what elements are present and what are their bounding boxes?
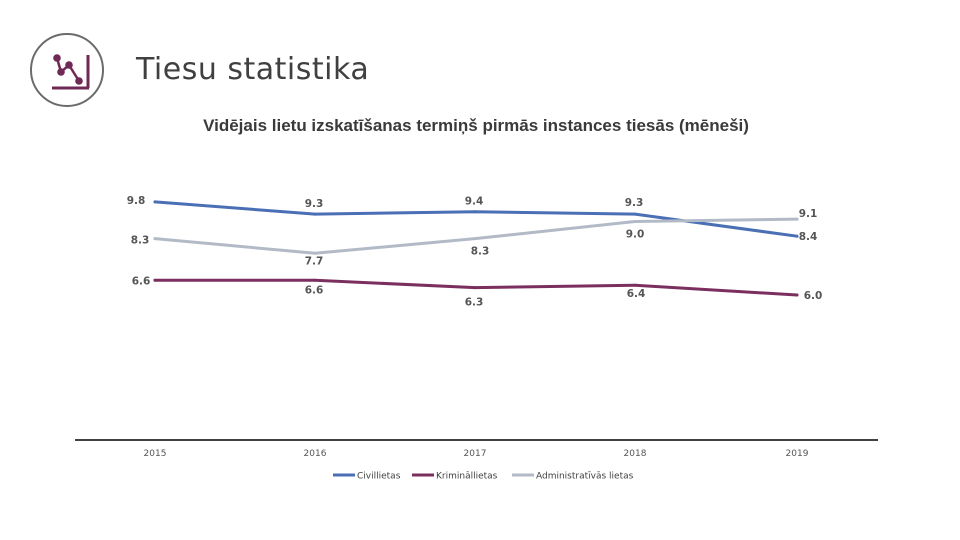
data-label: 9.8 <box>127 195 146 207</box>
data-point <box>313 278 317 282</box>
data-point <box>633 220 637 223</box>
data-label: 6.0 <box>804 290 823 302</box>
legend-label: Civillietas <box>357 472 401 482</box>
data-label: 8.3 <box>131 235 150 247</box>
data-point <box>795 217 799 221</box>
x-tick-label: 2019 <box>786 449 809 459</box>
data-label: 9.4 <box>465 196 484 208</box>
data-label: 6.3 <box>465 297 484 309</box>
legend-label: Administratīvās lietas <box>536 472 634 482</box>
data-label: 6.6 <box>132 275 151 287</box>
chart-line-icon <box>52 54 90 90</box>
data-label: 9.0 <box>626 229 645 241</box>
x-tick-label: 2015 <box>144 449 167 459</box>
data-label: 7.7 <box>305 255 324 267</box>
data-point <box>795 293 799 297</box>
data-point <box>153 200 157 204</box>
data-label: 8.4 <box>799 231 818 243</box>
data-label: 8.3 <box>471 246 490 258</box>
data-label: 9.3 <box>625 197 644 209</box>
data-point <box>473 210 477 214</box>
data-label: 9.3 <box>305 198 324 210</box>
data-label: 6.6 <box>305 284 324 296</box>
data-point <box>795 234 799 238</box>
data-label: 9.1 <box>799 208 818 220</box>
chart-title: Vidējais lietu izskatīšanas termiņš pirm… <box>203 116 749 135</box>
data-point <box>313 212 317 216</box>
x-tick-label: 2018 <box>624 449 647 459</box>
data-point <box>633 212 637 216</box>
logo <box>30 33 104 107</box>
page-title: Tiesu statistika <box>136 52 370 87</box>
x-tick-label: 2017 <box>464 449 487 459</box>
legend-label: Krimināllietas <box>436 472 498 482</box>
x-tick-label: 2016 <box>304 449 327 459</box>
data-point <box>473 286 477 290</box>
data-label: 6.4 <box>627 288 646 300</box>
data-point <box>313 251 317 255</box>
data-point <box>473 237 477 241</box>
data-point <box>153 237 157 241</box>
data-point <box>153 278 157 282</box>
data-point <box>633 283 637 287</box>
